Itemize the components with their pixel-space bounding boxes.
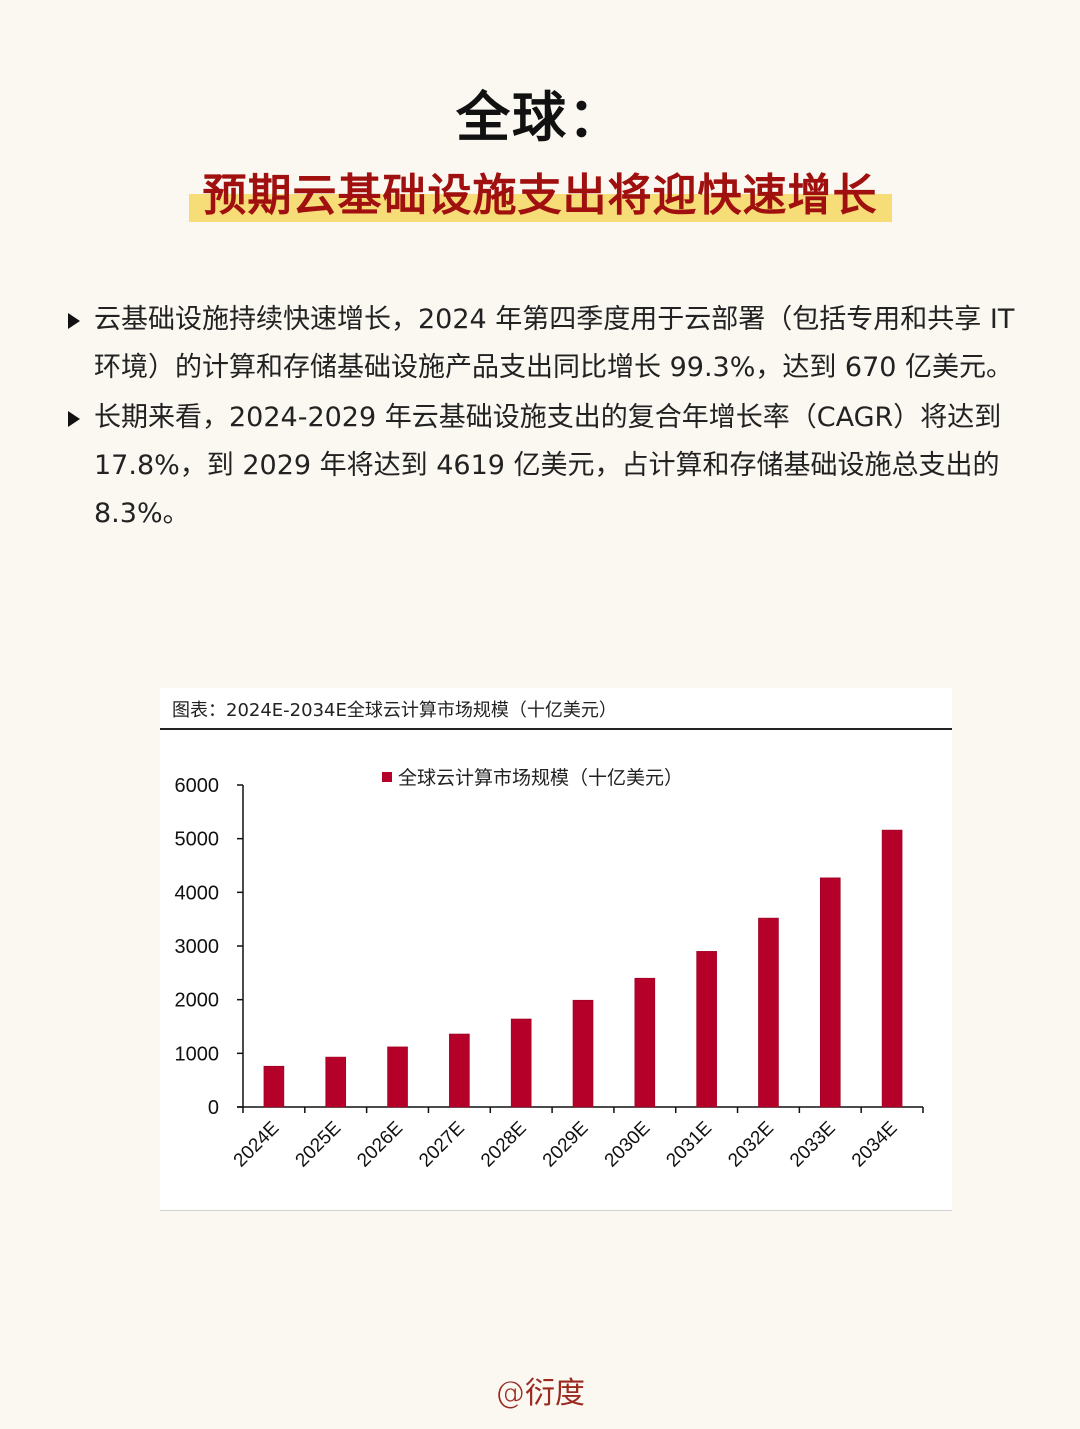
caption-divider bbox=[160, 728, 952, 730]
bar bbox=[634, 977, 656, 1108]
y-tick-label: 0 bbox=[208, 1097, 219, 1119]
x-tick-label: 2033E bbox=[786, 1118, 840, 1172]
bar-chart: 0 1000 2000 3000 4000 5000 6000 2024E 2025E 2026E… bbox=[175, 767, 924, 1172]
highlight-bar bbox=[188, 194, 892, 222]
y-tick-label: 5000 bbox=[175, 829, 220, 851]
x-tick-label: 2027E bbox=[415, 1118, 469, 1172]
y-tick-label: 3000 bbox=[175, 936, 220, 958]
x-tick-label: 2030E bbox=[601, 1118, 655, 1172]
x-tick-label: 2029E bbox=[539, 1118, 593, 1172]
x-tick-label: 2034E bbox=[848, 1118, 902, 1172]
triangle-bullet-icon bbox=[68, 313, 80, 329]
bar bbox=[758, 917, 779, 1108]
bar bbox=[325, 1056, 347, 1108]
x-tick-label: 2028E bbox=[477, 1118, 531, 1172]
y-tick-label: 1000 bbox=[175, 1043, 220, 1065]
bar bbox=[510, 1018, 532, 1108]
y-tick-label: 6000 bbox=[175, 775, 220, 797]
bar bbox=[263, 1065, 285, 1108]
x-tick-label: 2032E bbox=[724, 1118, 778, 1172]
bar bbox=[449, 1033, 470, 1108]
chart-caption: 图表：2024E-2034E全球云计算市场规模（十亿美元） bbox=[172, 700, 617, 721]
x-tick-label: 2031E bbox=[662, 1118, 716, 1172]
page-subtitle: 预期云基础设施支出将迎快速增长 bbox=[188, 168, 892, 224]
subtitle-container: 预期云基础设施支出将迎快速增长 bbox=[0, 168, 1080, 224]
y-tick-label: 4000 bbox=[175, 882, 220, 904]
legend-label: 全球云计算市场规模（十亿美元） bbox=[398, 767, 683, 789]
legend-swatch bbox=[382, 772, 392, 782]
subtitle-text: 预期云基础设施支出将迎快速增长 bbox=[202, 170, 878, 221]
bullet-text: 长期来看，2024-2029 年云基础设施支出的复合年增长率（CAGR）将达到 … bbox=[94, 402, 1002, 529]
bar bbox=[387, 1046, 408, 1108]
x-tick-label: 2026E bbox=[353, 1118, 407, 1172]
x-tick-label: 2024E bbox=[230, 1118, 284, 1172]
y-tick-label: 2000 bbox=[175, 990, 220, 1012]
bar bbox=[881, 829, 903, 1108]
bullet-item: 云基础设施持续快速增长，2024 年第四季度用于云部署（包括专用和共享 IT 环… bbox=[62, 296, 1032, 392]
triangle-bullet-icon bbox=[68, 411, 80, 427]
bar bbox=[696, 951, 717, 1108]
x-tick-label: 2025E bbox=[292, 1118, 346, 1172]
watermark: @衍度 bbox=[495, 1376, 585, 1411]
bullet-list: 云基础设施持续快速增长，2024 年第四季度用于云部署（包括专用和共享 IT 环… bbox=[62, 296, 1032, 538]
page-title: 全球： bbox=[456, 86, 624, 149]
bullet-text: 云基础设施持续快速增长，2024 年第四季度用于云部署（包括专用和共享 IT 环… bbox=[94, 304, 1015, 383]
bar bbox=[819, 877, 841, 1108]
bar bbox=[572, 999, 594, 1108]
bullet-item: 长期来看，2024-2029 年云基础设施支出的复合年增长率（CAGR）将达到 … bbox=[62, 394, 1032, 538]
chart-card: 图表：2024E-2034E全球云计算市场规模（十亿美元） 0 1000 2000 3… bbox=[160, 688, 952, 1211]
